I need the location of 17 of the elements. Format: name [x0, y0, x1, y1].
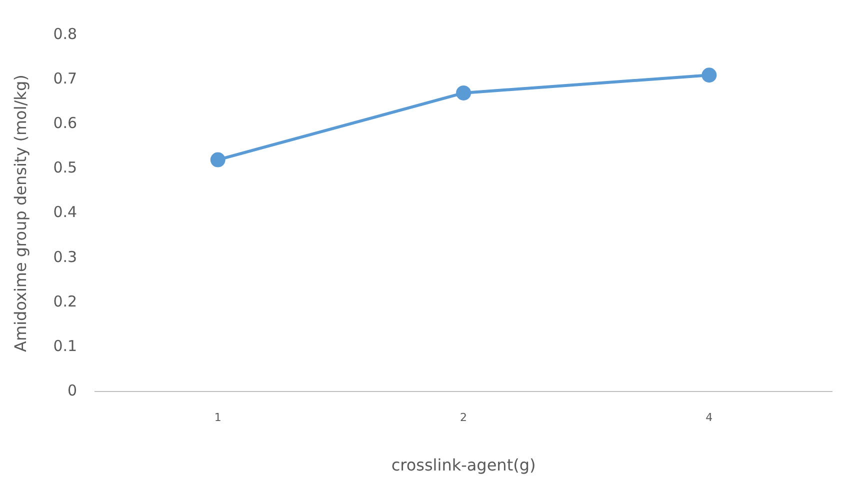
- x-tick-label: 2: [460, 411, 468, 424]
- y-tick-label: 0.5: [53, 158, 78, 177]
- y-tick-label: 0.4: [53, 203, 78, 222]
- y-tick-label: 0.3: [53, 248, 78, 266]
- y-tick-label: 0.6: [53, 114, 78, 132]
- y-tick-label: 0.8: [53, 24, 78, 43]
- y-axis-title: Amidoxime group density (mol/kg): [10, 74, 30, 352]
- point: [210, 152, 226, 168]
- x-axis-title: crosslink-agent(g): [391, 456, 536, 475]
- y-tick-label: 0.7: [53, 69, 78, 88]
- y-tick-label: 0.2: [53, 292, 78, 310]
- y-tick-label: 0: [68, 381, 78, 400]
- x-tick-label: 1: [214, 411, 222, 424]
- point: [702, 68, 717, 83]
- y-tick-label: 0.1: [53, 336, 78, 355]
- x-tick-label: 4: [706, 411, 713, 424]
- point: [456, 85, 472, 100]
